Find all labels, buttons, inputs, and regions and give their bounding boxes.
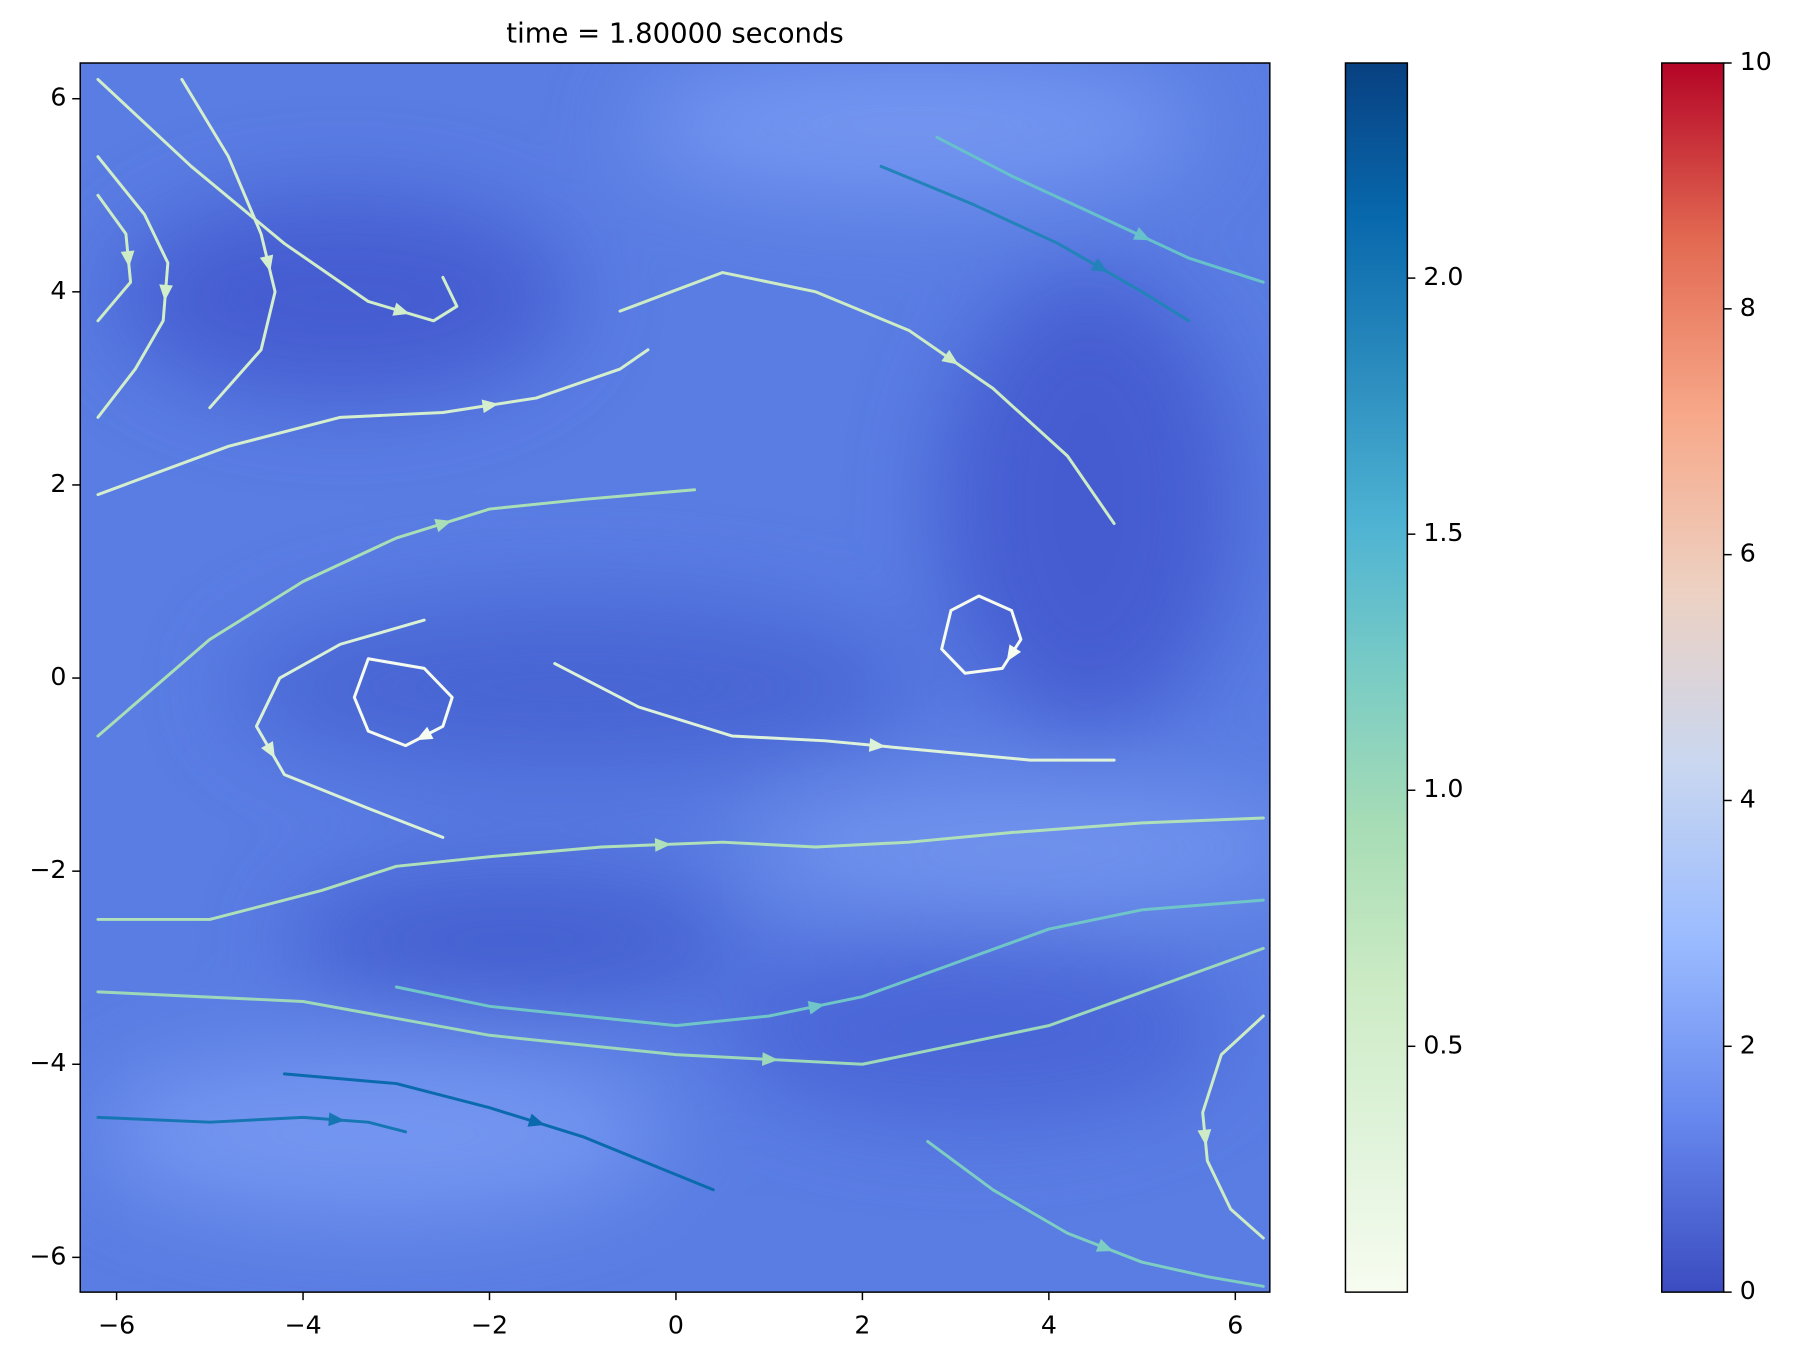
colorbar-tick-label: 8	[1740, 293, 1756, 322]
colorbar-tick-label: 0	[1740, 1276, 1756, 1305]
y-tick-label: −2	[29, 855, 66, 884]
stream-arrow	[392, 302, 410, 316]
streamline	[618, 271, 1116, 526]
colorbar-tick-label: 1.5	[1423, 518, 1463, 547]
chart-title: time = 1.80000 seconds	[506, 17, 843, 49]
stream-arrow	[481, 399, 499, 414]
streamline	[254, 618, 445, 839]
y-tick-label: 2	[50, 469, 66, 498]
stream-arrow	[527, 1113, 545, 1127]
stream-arrow	[434, 519, 452, 533]
stream-arrow	[259, 254, 274, 272]
x-tick-label: −6	[98, 1310, 135, 1339]
stream-arrow	[1095, 1238, 1114, 1252]
streamline	[553, 662, 1116, 762]
colorbar-tick-label: 1.0	[1423, 774, 1463, 803]
colorbar	[1344, 62, 1409, 1293]
streamline	[935, 135, 1265, 284]
colorbar-tick-label: 0.5	[1423, 1030, 1463, 1059]
colorbar-tick-label: 2.0	[1423, 262, 1463, 291]
streamline	[282, 1072, 715, 1192]
x-tick-label: 2	[854, 1310, 870, 1339]
stream-arrow	[328, 1112, 345, 1127]
stream-arrow	[654, 838, 672, 852]
streamline	[96, 348, 650, 497]
x-tick-label: −2	[471, 1310, 508, 1339]
stream-arrow	[1132, 227, 1151, 241]
y-tick-label: 0	[50, 662, 66, 691]
streamline	[96, 1115, 408, 1134]
y-tick-label: 6	[50, 83, 66, 112]
stream-arrow	[120, 250, 135, 268]
stream-arrow	[941, 349, 959, 365]
y-tick-label: −6	[29, 1241, 66, 1270]
colorbar-tick-label: 10	[1740, 47, 1772, 76]
y-tick-label: 4	[50, 276, 66, 305]
colorbar-tick-label: 4	[1740, 784, 1756, 813]
stream-arrow	[261, 741, 276, 759]
streamlines	[96, 77, 1265, 1288]
colorbar	[1661, 62, 1725, 1293]
streamline	[96, 488, 697, 738]
x-tick-label: 0	[668, 1310, 684, 1339]
stream-arrow	[868, 738, 886, 752]
stream-arrow	[1090, 258, 1109, 273]
streamline	[879, 164, 1191, 323]
stream-arrow	[1197, 1129, 1212, 1146]
heatmap	[80, 63, 1270, 1293]
x-tick-label: 6	[1227, 1310, 1243, 1339]
stream-arrow	[1006, 644, 1022, 662]
stream-arrow	[761, 1052, 779, 1066]
x-tick-label: 4	[1041, 1310, 1057, 1339]
x-tick-label: −4	[284, 1310, 321, 1339]
stream-arrow	[807, 1000, 825, 1015]
stream-arrow	[159, 284, 173, 301]
y-tick-label: −4	[29, 1048, 66, 1077]
stream-arrow	[416, 726, 434, 741]
streamline	[96, 946, 1265, 1066]
colorbar-tick-label: 2	[1740, 1030, 1756, 1059]
colorbar-tick-label: 6	[1740, 539, 1756, 568]
streamline	[96, 77, 459, 323]
